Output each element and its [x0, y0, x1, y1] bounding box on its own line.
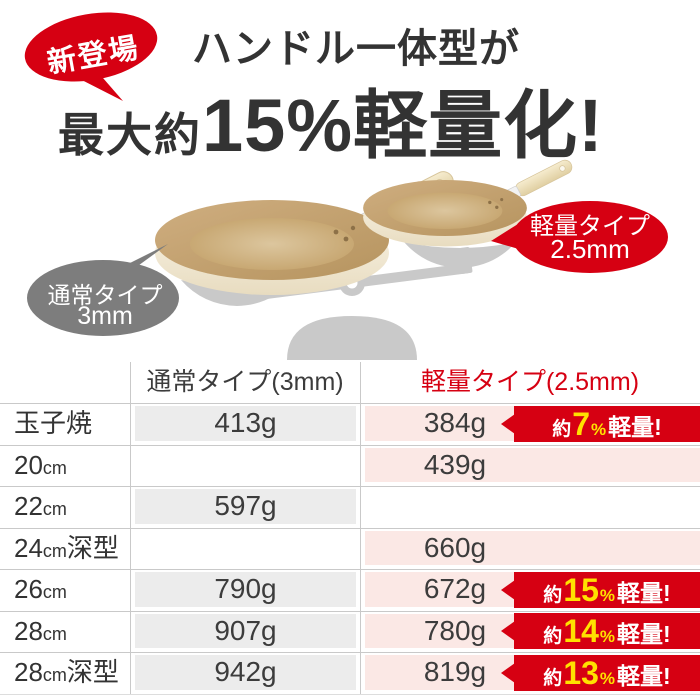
badge-notch-icon	[501, 662, 515, 683]
row-size-label: 玉子焼	[14, 408, 93, 438]
table-header-row: 通常タイプ(3mm) 軽量タイプ(2.5mm)	[0, 362, 700, 404]
normal-type-thickness: 3mm	[77, 302, 133, 330]
table-row: 26cm 790g 672g 約 15 % 軽量!	[0, 569, 700, 612]
normal-type-bubble: 通常タイプ 3mm	[20, 236, 190, 341]
light-type-thickness: 2.5mm	[550, 234, 630, 264]
normal-weight-cell: 790g	[135, 572, 356, 607]
col-header-normal: 通常タイプ(3mm)	[146, 368, 344, 396]
weight-reduction-badge: 約 7 % 軽量!	[501, 405, 700, 442]
row-size-label: 22cm	[14, 491, 67, 521]
table-row: 28cm 907g 780g 約 14 % 軽量!	[0, 611, 700, 653]
balance-scale-illustration	[154, 157, 575, 360]
normal-weight-cell	[135, 531, 356, 566]
normal-weight-cell: 413g	[135, 406, 356, 441]
light-weight-cell: 660g	[365, 530, 700, 565]
col-header-light: 軽量タイプ(2.5mm)	[420, 368, 640, 396]
normal-weight-cell: 942g	[135, 655, 356, 690]
light-type-label: 軽量タイプ	[530, 213, 650, 240]
row-size-label: 28cm深型	[14, 657, 119, 687]
badge-notch-icon	[501, 621, 515, 641]
badge-notch-icon	[501, 413, 515, 434]
title-prefix: 最大約	[58, 109, 202, 161]
table-row: 玉子焼 413g 384g 約 7 % 軽量!	[0, 403, 700, 446]
light-weight-cell	[365, 489, 700, 524]
weight-reduction-badge: 約 13 % 軽量!	[501, 654, 700, 691]
normal-weight-cell: 907g	[135, 613, 356, 648]
table-row: 20cm 439g	[0, 445, 700, 487]
title-line1: ハンドル一体型が	[192, 27, 520, 71]
normal-type-label: 通常タイプ	[47, 282, 163, 308]
row-size-label: 20cm	[14, 449, 67, 480]
weight-comparison-table: 通常タイプ(3mm) 軽量タイプ(2.5mm) 玉子焼 413g 384g 約 …	[0, 362, 700, 695]
normal-weight-cell	[135, 448, 356, 483]
new-arrival-bubble: 新登場	[18, 6, 188, 131]
normal-weight-cell: 597g	[135, 489, 356, 524]
weight-reduction-badge: 約 15 % 軽量!	[501, 571, 700, 608]
table-row: 24cm深型 660g	[0, 528, 700, 570]
speech-bubble-gray-icon	[27, 244, 179, 336]
badge-notch-icon	[501, 579, 515, 600]
light-weight-cell: 439g	[365, 447, 700, 482]
title-main: 15%軽量化!	[202, 84, 604, 167]
speech-bubble-red-icon	[24, 12, 158, 101]
weight-reduction-badge: 約 14 % 軽量!	[501, 613, 700, 649]
title-line2: 最大約 15%軽量化!	[58, 66, 658, 173]
light-type-bubble: 軽量タイプ 2.5mm	[488, 196, 678, 282]
table-row: 28cm深型 942g 819g 約 13 % 軽量!	[0, 652, 700, 695]
row-size-label: 24cm深型	[14, 532, 119, 563]
table-row: 22cm 597g	[0, 486, 700, 529]
row-size-label: 26cm	[14, 574, 67, 604]
speech-bubble-red2-icon	[491, 201, 668, 273]
row-size-label: 28cm	[14, 615, 67, 646]
